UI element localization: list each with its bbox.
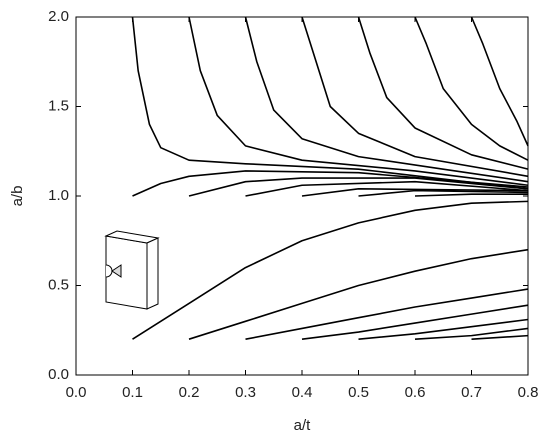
- curve: [244, 16, 529, 183]
- inset-crack-front: [111, 264, 122, 278]
- specimen-inset: [104, 230, 160, 310]
- curve: [358, 318, 529, 340]
- y-axis-label: a/b: [9, 186, 26, 207]
- x-axis-label: a/t: [294, 417, 312, 434]
- y-tick-label: 0.0: [48, 366, 69, 383]
- y-tick-label: 1.5: [48, 97, 69, 114]
- x-tick-label: 0.2: [179, 384, 200, 401]
- curve: [358, 189, 529, 197]
- curve: [301, 304, 529, 340]
- y-tick-label: 2.0: [48, 8, 69, 25]
- curve: [245, 288, 529, 340]
- curve: [301, 16, 529, 178]
- curve: [245, 180, 529, 197]
- y-tick-label: 1.0: [48, 187, 69, 204]
- curve: [188, 248, 529, 340]
- x-tick-label: 0.4: [292, 384, 313, 401]
- curve: [471, 334, 529, 340]
- x-tick-label: 0.8: [518, 384, 539, 401]
- x-tick-label: 0.3: [235, 384, 256, 401]
- x-tick-label: 0.1: [122, 384, 143, 401]
- curve: [470, 16, 529, 147]
- curve: [414, 16, 529, 161]
- curve: [301, 188, 529, 197]
- x-tick-label: 0.6: [405, 384, 426, 401]
- curve: [357, 16, 529, 170]
- x-tick-label: 0.0: [66, 384, 87, 401]
- curve: [414, 193, 528, 197]
- x-tick-label: 0.5: [348, 384, 369, 401]
- inset-side: [146, 237, 159, 310]
- x-tick-label: 0.7: [461, 384, 482, 401]
- curve: [132, 200, 529, 340]
- curve: [188, 16, 529, 187]
- curve: [414, 327, 529, 340]
- curve: [131, 16, 529, 190]
- curve: [132, 170, 529, 197]
- y-tick-label: 0.5: [48, 276, 69, 293]
- curve: [188, 177, 529, 197]
